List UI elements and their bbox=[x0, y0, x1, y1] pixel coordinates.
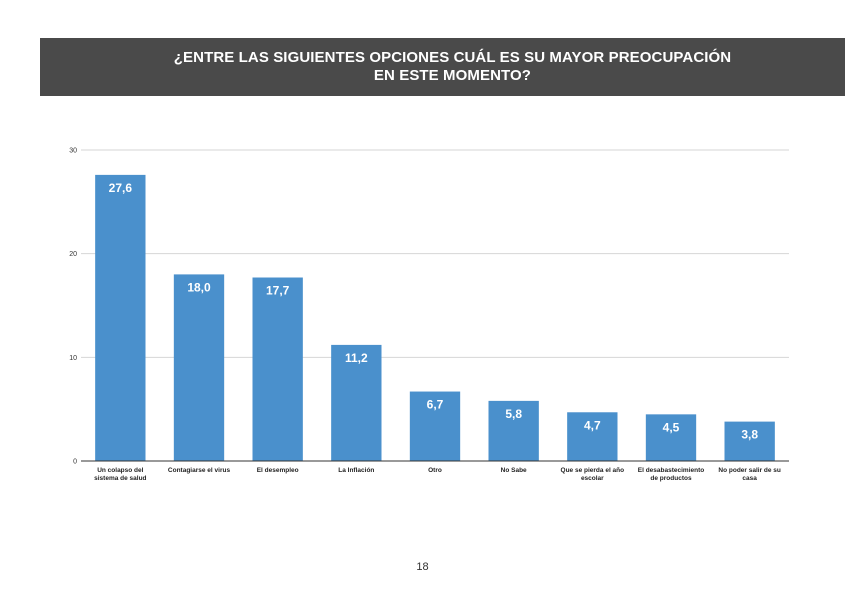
x-tick-label-0: Un colapso del sistema de salud bbox=[94, 467, 146, 482]
x-axis-tick-labels: Un colapso del sistema de salud Contagiars… bbox=[94, 467, 781, 482]
bars bbox=[95, 174, 775, 461]
bar-1 bbox=[173, 274, 225, 461]
x-tick-label-2: El desempleo bbox=[257, 467, 299, 474]
x-tick-label-7: El desabastecimiento de productos bbox=[638, 467, 704, 482]
y-tick-label-0: 0 bbox=[73, 459, 77, 466]
bar-3 bbox=[331, 344, 382, 461]
bar-2 bbox=[252, 277, 303, 461]
x-tick-label-6: Que se pierda el año escolar bbox=[561, 467, 625, 482]
value-label-4: 6,7 bbox=[427, 398, 444, 412]
value-label-3: 11,2 bbox=[345, 351, 368, 365]
x-tick-label-1: Contagiarse el virus bbox=[168, 467, 231, 474]
value-label-2: 17,7 bbox=[266, 284, 290, 298]
y-tick-label-30: 30 bbox=[69, 148, 77, 155]
value-label-5: 5,8 bbox=[505, 407, 522, 421]
bar-0 bbox=[95, 174, 146, 461]
value-label-1: 18,0 bbox=[187, 280, 211, 294]
title-banner: ¿ENTRE LAS SIGUIENTES OPCIONES CUÁL ES S… bbox=[40, 38, 845, 96]
value-labels: 27,6 18,0 17,7 11,2 6,7 5,8 4,7 4,5 3,8 bbox=[109, 181, 759, 442]
value-label-8: 3,8 bbox=[741, 428, 758, 442]
page-number: 18 bbox=[416, 561, 429, 573]
value-label-7: 4,5 bbox=[663, 420, 680, 434]
y-tick-label-10: 10 bbox=[69, 355, 77, 362]
bar-5 bbox=[488, 400, 539, 461]
bar-7 bbox=[645, 414, 697, 461]
x-tick-label-4: Otro bbox=[428, 467, 442, 474]
x-tick-label-5: No Sabe bbox=[501, 467, 527, 474]
bar-6 bbox=[567, 412, 618, 461]
bar-8 bbox=[724, 421, 775, 461]
title-line-1: ¿ENTRE LAS SIGUIENTES OPCIONES CUÁL ES S… bbox=[173, 49, 732, 66]
value-label-0: 27,6 bbox=[109, 181, 133, 195]
y-axis-tick-labels: 0 10 20 30 bbox=[69, 148, 77, 466]
x-tick-label-8: No poder salir de su casa bbox=[718, 467, 781, 482]
y-tick-label-20: 20 bbox=[69, 251, 77, 258]
bar-4 bbox=[409, 391, 461, 461]
title-line-2: EN ESTE MOMENTO? bbox=[373, 67, 532, 84]
x-tick-label-3: La Inflación bbox=[338, 467, 374, 474]
value-label-6: 4,7 bbox=[584, 418, 601, 432]
